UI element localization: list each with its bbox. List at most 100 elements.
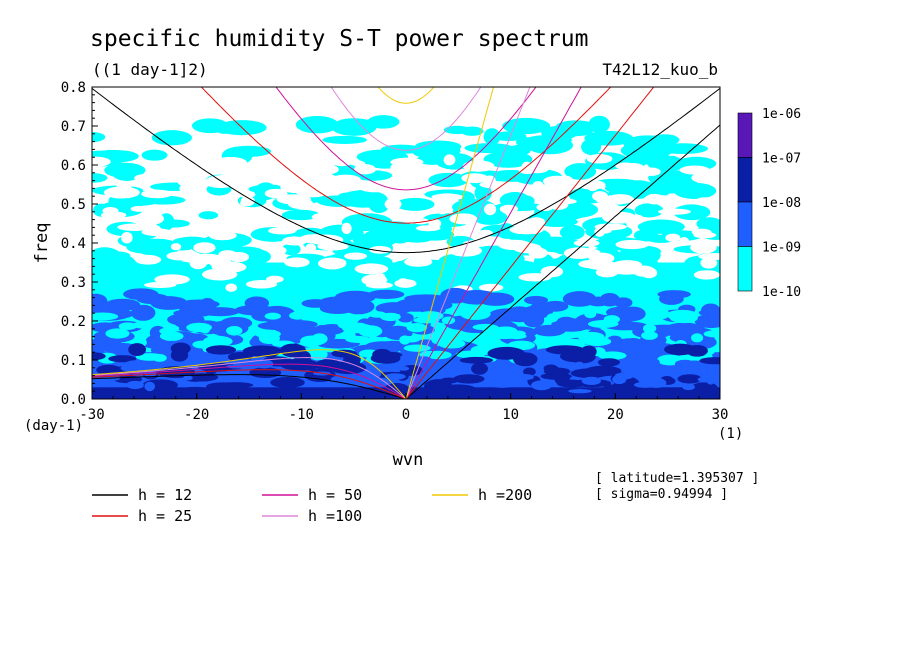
experiment-label: T42L12_kuo_b [602, 60, 718, 79]
band-1e-10-patch [368, 311, 387, 318]
gap-patch [143, 281, 177, 288]
gap-patch [390, 157, 424, 167]
band-1e-10-patch [322, 135, 368, 144]
curve-h50-gravity [275, 87, 537, 191]
band-1e-09-patch [581, 376, 601, 386]
band-1e-08-patch [170, 348, 189, 362]
band-1e-10-patch [499, 192, 531, 209]
band-1e-09-patch [123, 288, 159, 300]
gap-patch [484, 203, 497, 216]
gap-patch [170, 243, 182, 251]
gap-patch [462, 160, 495, 172]
band-1e-10-patch [508, 254, 525, 263]
gap-patch [657, 208, 691, 215]
gap-patch [92, 156, 111, 167]
band-1e-10-patch [474, 184, 492, 202]
gap-patch [280, 182, 315, 194]
y-tick-label: 0.2 [61, 314, 86, 330]
band-1e-08-patch [501, 348, 519, 359]
band-1e-10-patch [583, 337, 612, 346]
dispersion-curves [92, 87, 720, 399]
band-1e-09-patch [562, 291, 597, 307]
gap-patch [117, 223, 153, 231]
curve-h100-kelvin [405, 87, 531, 399]
x-tick-label: 20 [607, 407, 624, 423]
band-1e-10-patch [506, 333, 527, 340]
gap-patch [177, 175, 198, 187]
band-1e-09-patch [659, 292, 684, 305]
band-1e-10-patch [202, 335, 233, 347]
band-1e-09-patch [531, 380, 553, 391]
band-1e-09-patch [528, 302, 554, 318]
band-1e-09-patch [183, 375, 193, 381]
band-1e-08-patch [514, 391, 543, 399]
band-1e-10-patch [395, 197, 435, 211]
band-1e-08-patch [92, 352, 106, 361]
band-1e-10-patch [111, 196, 160, 206]
x-axis: -30 -20 -10 0 10 20 30 [79, 393, 728, 423]
band-1e-08-patch [634, 392, 664, 399]
band-1e-08-patch [254, 345, 268, 356]
sigma-annotation: [ sigma=0.94994 ] [595, 487, 728, 502]
y-tick-label: 0.1 [61, 353, 86, 369]
gap-patch [615, 239, 649, 250]
band-1e-10-patch [345, 335, 370, 343]
gap-patch [92, 216, 98, 226]
y-tick-label: 0.6 [61, 158, 86, 174]
band-1e-10-patch [559, 224, 585, 241]
colorbar-label: 1e-08 [762, 196, 801, 211]
gap-patch [264, 188, 288, 199]
x-axis-label: wvn [393, 450, 424, 470]
band-1e-08-patch [453, 374, 485, 384]
band-1e-10-patch [584, 310, 597, 319]
gap-patch [208, 230, 237, 241]
band-1e-10-patch [546, 313, 559, 323]
band-1e-08-patch [114, 389, 152, 399]
band-1e-08-patch [556, 379, 588, 388]
band-1e-09-patch [124, 360, 147, 370]
gap-patch [665, 233, 681, 242]
band-1e-09-patch [244, 296, 270, 310]
band-1e-10-patch [603, 315, 620, 324]
band-1e-09-patch [397, 366, 410, 371]
band-1e-09-patch [150, 296, 188, 310]
x-tick-label: 10 [502, 407, 519, 423]
band-1e-10-patch [491, 131, 527, 142]
band-1e-08-patch [177, 386, 213, 394]
x-tick-label: -10 [289, 407, 314, 423]
band-1e-08-patch [543, 367, 571, 376]
gap-patch [134, 174, 153, 182]
colorbar-swatch [737, 157, 753, 203]
curve-h200-kelvin [405, 87, 495, 399]
band-1e-08-patch [249, 367, 282, 379]
gap-patch [103, 186, 140, 199]
band-1e-10-patch [673, 182, 717, 200]
band-1e-10-patch [428, 172, 469, 188]
gap-patch [211, 261, 247, 273]
x-tick-label: -20 [184, 407, 209, 423]
gap-patch [284, 257, 310, 268]
band-1e-10-patch [584, 130, 634, 146]
gap-patch [268, 227, 297, 235]
gap-patch [397, 278, 409, 287]
band-1e-10-patch [214, 123, 235, 134]
band-1e-10-patch [483, 128, 501, 146]
gap-patch [573, 239, 600, 247]
band-1e-10-patch [437, 338, 466, 349]
gap-patch [245, 280, 278, 289]
band-1e-09-patch [551, 318, 592, 332]
curve-h12-gravity [92, 88, 720, 254]
band-1e-08-patch [584, 365, 622, 377]
band-1e-10-patch [598, 351, 627, 360]
gap-patch [189, 253, 224, 265]
gap-patch [463, 239, 491, 248]
curve-h25-gravity [200, 87, 612, 224]
gap-patch [330, 174, 362, 186]
gap-patch [100, 211, 127, 219]
band-1e-08-patch [341, 358, 361, 371]
band-1e-09-patch [620, 306, 646, 322]
band-1e-08-patch [459, 356, 494, 364]
gap-patch [134, 254, 162, 265]
gap-patch [282, 236, 308, 246]
gap-patch [361, 274, 388, 286]
